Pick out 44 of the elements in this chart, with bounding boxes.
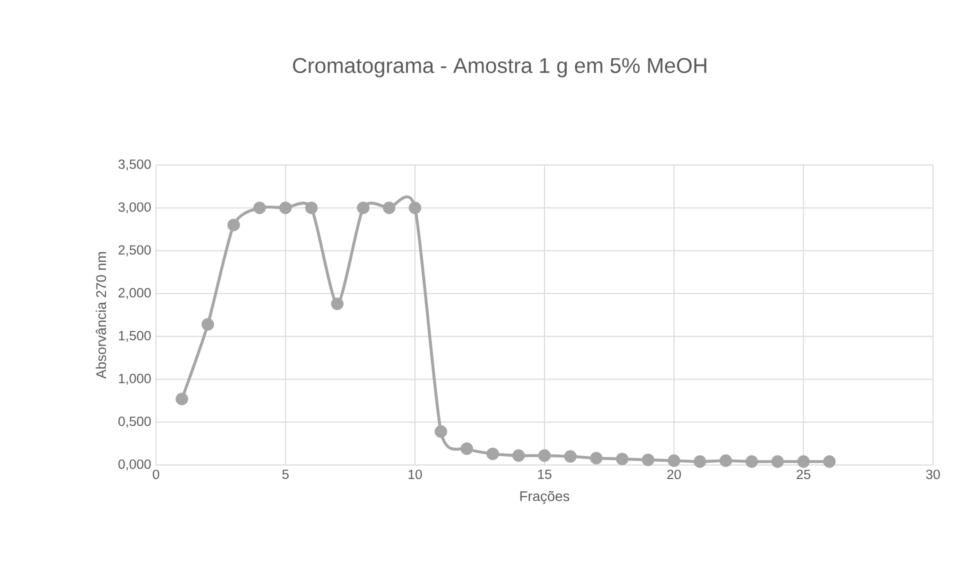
- x-tick-label: 0: [152, 470, 160, 480]
- y-tick-label: 3,000: [118, 202, 151, 214]
- y-tick-label: 1,500: [118, 330, 151, 342]
- point: [279, 202, 292, 214]
- point: [176, 392, 188, 406]
- point: [486, 448, 499, 460]
- point: [642, 454, 654, 466]
- point: [720, 454, 732, 467]
- point: [823, 455, 836, 468]
- point: [227, 218, 240, 232]
- point: [564, 450, 577, 463]
- point: [771, 455, 784, 468]
- x-tick-label: 15: [538, 470, 552, 479]
- x-tick-label: 30: [926, 470, 940, 480]
- point: [745, 455, 758, 468]
- point: [202, 318, 214, 331]
- y-tick-label: 2,500: [118, 245, 151, 256]
- point: [590, 452, 603, 464]
- y-tick-label: 1,000: [118, 374, 151, 385]
- y-tick-label: 0,500: [118, 416, 151, 428]
- x-axis-title: Frações: [520, 490, 570, 504]
- point: [538, 449, 551, 462]
- x-tick-label: 10: [408, 470, 422, 480]
- point: [305, 202, 318, 214]
- x-tick-label: 5: [282, 470, 289, 479]
- point: [460, 442, 474, 455]
- point: [356, 202, 370, 214]
- y-tick-label: 3,500: [118, 159, 151, 171]
- point: [668, 454, 680, 467]
- x-tick-label: 25: [796, 470, 810, 480]
- x-tick-label: 20: [667, 470, 681, 480]
- point: [253, 202, 266, 214]
- point: [382, 202, 396, 214]
- y-tick-label: 0,000: [118, 459, 151, 470]
- chart-title: Cromatograma - Amostra 1 g em 5% MeOH: [293, 58, 706, 78]
- point: [434, 425, 448, 438]
- point: [331, 298, 344, 310]
- point: [408, 202, 422, 214]
- point: [797, 455, 810, 468]
- y-tick-label: 2,000: [118, 288, 151, 300]
- point: [694, 455, 706, 468]
- y-axis-title: Absorvância 270 nm: [96, 252, 106, 379]
- point: [616, 452, 628, 466]
- point: [512, 449, 525, 462]
